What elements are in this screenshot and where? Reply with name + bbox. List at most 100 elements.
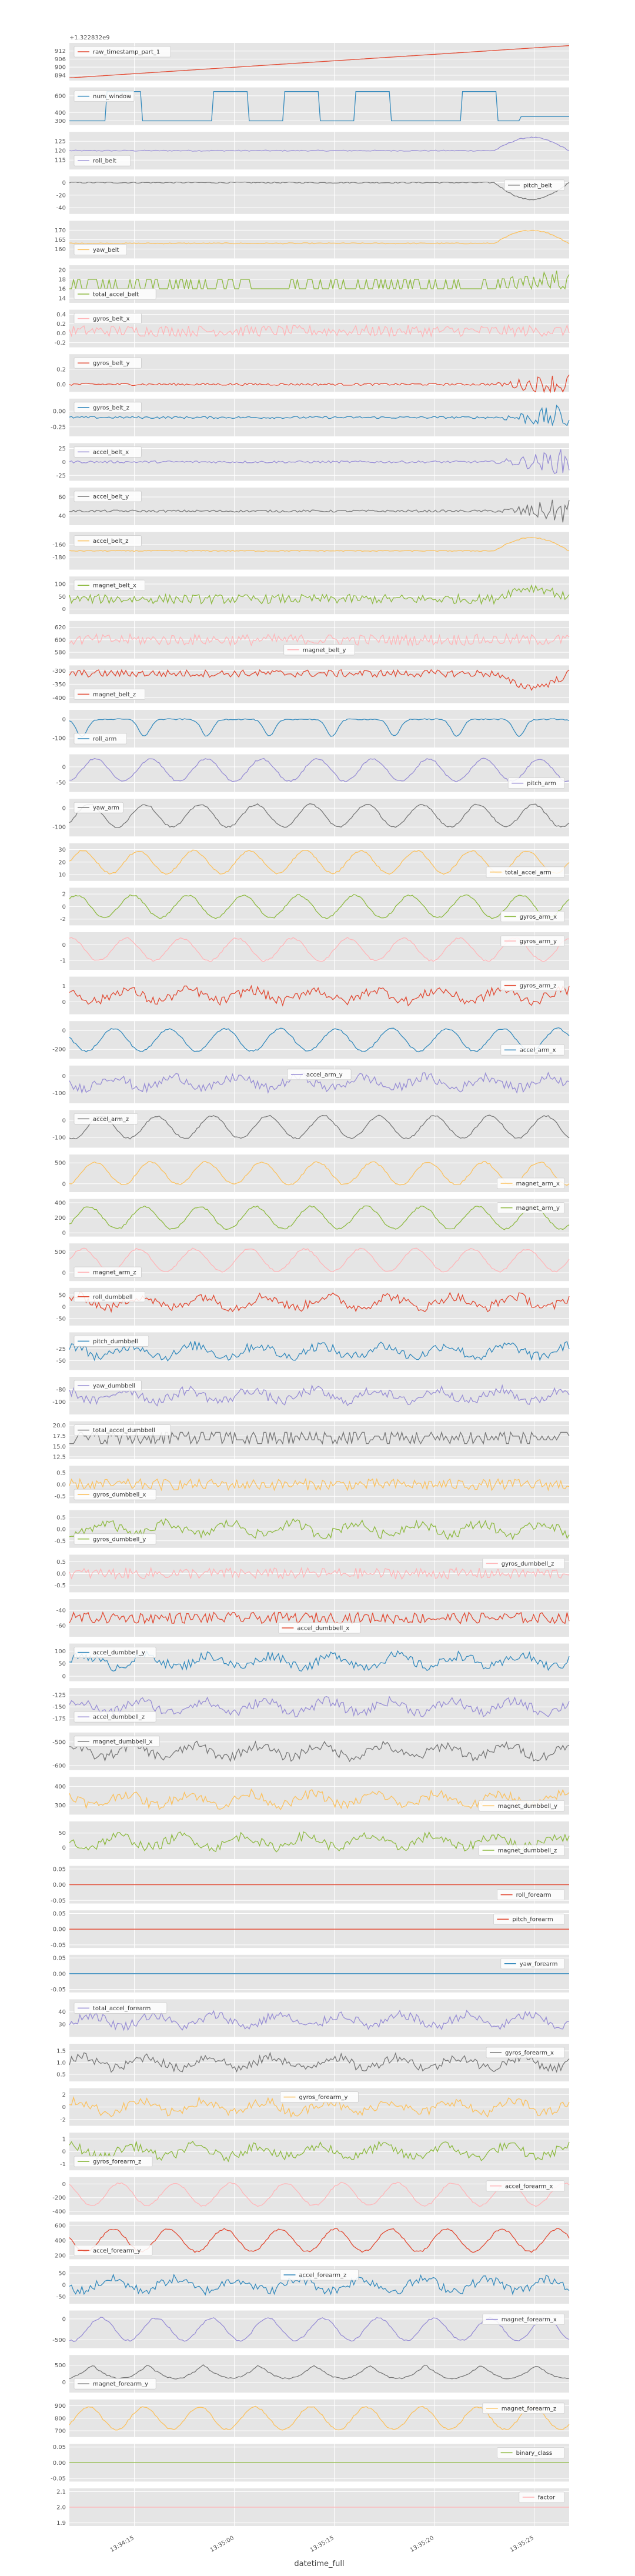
legend: accel_arm_x bbox=[500, 1044, 565, 1056]
legend-box bbox=[73, 1380, 142, 1392]
y-tick-label: 30 bbox=[58, 2022, 66, 2028]
legend: accel_forearm_x bbox=[486, 2180, 565, 2192]
y-tick-label: 50 bbox=[58, 1661, 66, 1667]
y-tick-label: 2 bbox=[62, 892, 66, 898]
y-tick-label: -1 bbox=[60, 2161, 66, 2168]
subplot-magnet-dumbbell-y: 400 300 magnet_dumbbell_y bbox=[55, 1777, 570, 1815]
legend-label: gyros_belt_y bbox=[93, 361, 130, 367]
legend: gyros_belt_x bbox=[73, 313, 142, 324]
subplot-accel-forearm-x: 0 -200 -400 accel_forearm_x bbox=[52, 2177, 570, 2215]
legend: raw_timestamp_part_1 bbox=[73, 46, 171, 58]
legend-box bbox=[500, 1044, 565, 1056]
legend: yaw_forearm bbox=[500, 1958, 565, 1970]
subplot-background bbox=[69, 1154, 569, 1192]
y-tick-label: -60 bbox=[56, 1623, 66, 1629]
subplot-accel-dumbbell-z: -125 -150 -175 accel_dumbbell_z bbox=[52, 1688, 570, 1726]
legend-label: yaw_belt bbox=[93, 247, 119, 253]
legend: pitch_belt bbox=[504, 179, 565, 191]
y-tick-label: 120 bbox=[55, 148, 66, 155]
legend-box bbox=[479, 1844, 565, 1856]
legend-box bbox=[479, 1800, 565, 1811]
legend: pitch_dumbbell bbox=[73, 1335, 149, 1347]
y-tick-label: 0 bbox=[62, 1674, 66, 1680]
y-tick-label: -0.05 bbox=[51, 1987, 66, 1993]
legend-box bbox=[73, 802, 123, 813]
legend-box bbox=[73, 2002, 168, 2014]
series-line-accel-dumbbell-z bbox=[69, 1695, 570, 1718]
y-tick-label: 0.05 bbox=[53, 1911, 66, 1917]
subplot-accel-forearm-y: 600 400 200 accel_forearm_y bbox=[55, 2221, 570, 2260]
legend: magnet_dumbbell_z bbox=[479, 1844, 565, 1856]
legend: binary_class bbox=[497, 2447, 565, 2458]
y-tick-label: 906 bbox=[55, 56, 66, 63]
y-tick-label: 0 bbox=[62, 2104, 66, 2111]
legend-label: accel_forearm_z bbox=[299, 2273, 347, 2279]
legend-label: accel_arm_z bbox=[93, 1116, 129, 1123]
y-tick-label: -0.05 bbox=[51, 1898, 66, 1904]
legend: magnet_forearm_z bbox=[482, 2403, 565, 2414]
legend-label: gyros_forearm_x bbox=[505, 2050, 554, 2057]
series-line-accel-belt-y bbox=[69, 499, 570, 523]
series-line-pitch-belt bbox=[69, 181, 570, 201]
y-tick-label: 500 bbox=[55, 1160, 66, 1167]
legend: factor bbox=[519, 2491, 565, 2503]
legend-label: accel_dumbbell_y bbox=[93, 1650, 145, 1656]
series-line-accel-belt-z bbox=[69, 537, 570, 552]
y-tick-label: -1 bbox=[60, 958, 66, 965]
series-line-gyros-arm-x bbox=[69, 894, 570, 919]
y-tick-label: 0 bbox=[62, 806, 66, 812]
y-tick-label: 500 bbox=[55, 2363, 66, 2369]
legend-label: magnet_forearm_y bbox=[93, 2381, 148, 2388]
legend-box bbox=[283, 644, 355, 656]
y-tick-label: 50 bbox=[58, 594, 66, 600]
legend-box bbox=[500, 911, 565, 922]
y-tick-label: 0 bbox=[62, 1270, 66, 1276]
legend-label: magnet_forearm_z bbox=[502, 2405, 556, 2412]
subplot-background bbox=[69, 488, 569, 525]
x-tick-label: 13:35:20 bbox=[409, 2535, 435, 2554]
y-tick-label: -2 bbox=[60, 2117, 66, 2123]
y-tick-label: 1.9 bbox=[56, 2520, 66, 2527]
series-line-yaw-belt bbox=[69, 229, 570, 245]
legend-label: factor bbox=[538, 2495, 556, 2501]
subplot-magnet-forearm-z: 900 800 700 magnet_forearm_z bbox=[55, 2399, 570, 2437]
legend: magnet_belt_x bbox=[73, 579, 145, 591]
y-tick-label: 400 bbox=[55, 110, 66, 116]
x-tick-label: 13:35:25 bbox=[509, 2535, 535, 2554]
legend-label: pitch_forearm bbox=[512, 1917, 553, 1923]
y-tick-label: 15.0 bbox=[53, 1444, 66, 1450]
y-tick-label: 0.05 bbox=[53, 2444, 66, 2451]
y-tick-label: 500 bbox=[55, 1249, 66, 1256]
legend: accel_dumbbell_y bbox=[73, 1647, 156, 1659]
y-offset-label: +1.322832e9 bbox=[69, 35, 110, 41]
y-tick-label: 0.0 bbox=[56, 1571, 66, 1577]
legend-box bbox=[73, 1736, 160, 1747]
subplot-background bbox=[69, 1110, 569, 1148]
subplot-pitch-belt: 0 -20 -40 pitch_belt bbox=[56, 176, 570, 214]
y-tick-label: -50 bbox=[56, 1358, 66, 1364]
series-line-accel-forearm-y bbox=[69, 2228, 570, 2253]
y-tick-label: 900 bbox=[55, 65, 66, 71]
legend: accel_belt_x bbox=[73, 446, 142, 458]
y-tick-label: 10 bbox=[58, 872, 66, 879]
series-line-pitch-arm bbox=[69, 758, 570, 783]
legend: magnet_forearm_y bbox=[73, 2378, 156, 2390]
legend-box bbox=[73, 1291, 145, 1303]
y-tick-label: 0 bbox=[62, 459, 66, 466]
y-tick-label: 0 bbox=[62, 1845, 66, 1851]
subplot-background bbox=[69, 2177, 569, 2215]
legend: total_accel_dumbbell bbox=[73, 1424, 171, 1436]
y-tick-label: -25 bbox=[56, 473, 66, 479]
y-tick-label: 0.00 bbox=[53, 1882, 66, 1888]
series-line-magnet-dumbbell-y bbox=[69, 1788, 570, 1811]
series-line-gyros-dumbbell-z bbox=[69, 1566, 570, 1580]
legend-label: accel_belt_x bbox=[93, 449, 129, 456]
x-tick-label: 13:34:15 bbox=[109, 2535, 135, 2554]
y-tick-label: 700 bbox=[55, 2428, 66, 2435]
subplot-gyros-forearm-x: 1.5 1.0 0.5 gyros_forearm_x bbox=[56, 2044, 570, 2081]
legend-label: magnet_forearm_x bbox=[502, 2317, 557, 2323]
y-tick-label: 20 bbox=[58, 859, 66, 866]
y-tick-label: 0 bbox=[62, 764, 66, 770]
subplot-magnet-belt-x: 100 50 0 magnet_belt_x bbox=[55, 576, 570, 615]
legend-label: gyros_forearm_z bbox=[93, 2159, 141, 2165]
